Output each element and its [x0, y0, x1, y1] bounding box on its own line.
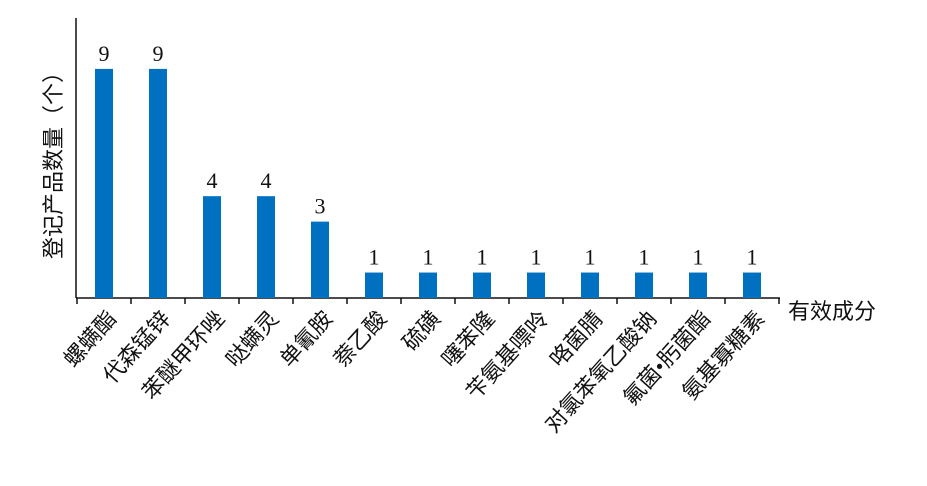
value-label: 1 [639, 245, 650, 270]
x-tick-label: 哒螨灵 [221, 306, 284, 372]
bar [689, 272, 707, 298]
value-label: 4 [207, 168, 218, 193]
bar [635, 272, 653, 298]
bar [149, 68, 167, 298]
bar [581, 272, 599, 298]
value-label: 1 [585, 245, 596, 270]
value-label: 1 [747, 245, 758, 270]
bar [203, 196, 221, 298]
value-label: 9 [99, 41, 110, 66]
bar [527, 272, 545, 298]
bar [743, 272, 761, 298]
value-label: 1 [423, 245, 434, 270]
bar [365, 272, 383, 298]
x-tick-label: 单氰胺 [275, 306, 338, 372]
bar [473, 272, 491, 298]
bar [257, 196, 275, 298]
x-tick-label: 硫磺 [397, 306, 445, 355]
value-label: 1 [477, 245, 488, 270]
value-label: 1 [531, 245, 542, 270]
bar [419, 272, 437, 298]
bar [311, 221, 329, 298]
x-tick-label: 萘乙酸 [329, 306, 392, 372]
x-axis-title: 有效成分 [788, 299, 876, 324]
bar [95, 68, 113, 298]
value-label: 3 [315, 194, 326, 219]
value-label: 9 [153, 41, 164, 66]
value-label: 1 [369, 245, 380, 270]
y-axis-title: 登记产品数量（个） [41, 61, 66, 259]
value-label: 4 [261, 168, 272, 193]
value-label: 1 [693, 245, 704, 270]
